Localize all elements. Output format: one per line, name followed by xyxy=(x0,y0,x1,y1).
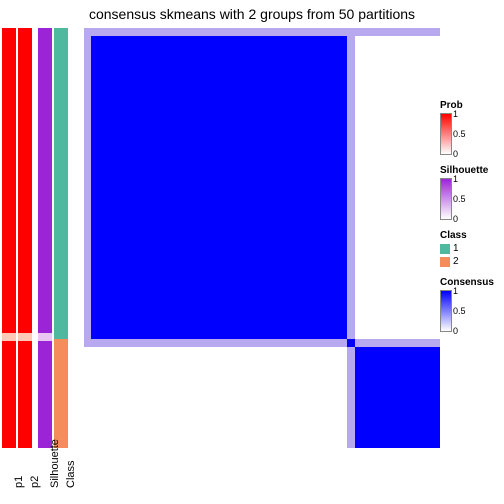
heatmap-cell xyxy=(355,347,440,448)
legend-tick: 0.5 xyxy=(453,194,466,204)
heatmap-cell xyxy=(347,36,354,338)
legend-tick: 1 xyxy=(453,174,458,184)
column-labels: p1p2SilhouetteClass xyxy=(0,450,440,500)
heatmap-cell xyxy=(355,28,440,36)
legend-title: Consensus xyxy=(440,277,504,288)
track-segment xyxy=(2,341,16,448)
heatmap-cell xyxy=(355,339,440,347)
heatmap-cell xyxy=(347,28,354,36)
legend-gradient: 10.50 xyxy=(440,113,452,155)
track-segment xyxy=(18,28,32,333)
legend-tick: 0 xyxy=(453,326,458,336)
legend-swatch xyxy=(440,257,450,267)
track-segment xyxy=(38,28,52,333)
legend-silhouette: Silhouette 10.50 xyxy=(440,165,504,220)
heatmap-cell xyxy=(84,347,91,448)
legend-swatch-label: 2 xyxy=(453,256,459,267)
track-segment xyxy=(2,333,16,341)
legend-title: Silhouette xyxy=(440,165,504,176)
heatmap-cell xyxy=(91,347,347,448)
track-label-p1: p1 xyxy=(13,476,25,488)
legend-swatch-label: 1 xyxy=(453,243,459,254)
legend-class-item: 1 xyxy=(440,243,504,254)
track-class xyxy=(54,28,68,448)
track-label-class: Class xyxy=(65,460,77,488)
legend-consensus: Consensus 10.50 xyxy=(440,277,504,332)
track-segment xyxy=(18,333,32,341)
heatmap-cell xyxy=(84,28,91,36)
heatmap-cell xyxy=(347,339,354,347)
plot-area xyxy=(0,28,440,448)
track-segment xyxy=(2,28,16,333)
legend-tick: 1 xyxy=(453,286,458,296)
heatmap-cell xyxy=(91,339,347,347)
heatmap-cell xyxy=(91,36,347,338)
heatmap-cell xyxy=(91,28,347,36)
track-label-p2: p2 xyxy=(29,476,41,488)
track-segment xyxy=(54,339,68,448)
legend-swatch xyxy=(440,244,450,254)
legend-class: Class 1 2 xyxy=(440,230,504,267)
legend-title: Prob xyxy=(440,100,504,111)
track-segment xyxy=(38,333,52,341)
heatmap-cell xyxy=(84,339,91,347)
legend-tick: 0.5 xyxy=(453,306,466,316)
legend-title: Class xyxy=(440,230,504,241)
consensus-heatmap xyxy=(84,28,440,448)
track-segment xyxy=(38,341,52,448)
legend-tick: 0 xyxy=(453,149,458,159)
legend-tick: 0.5 xyxy=(453,129,466,139)
track-p2 xyxy=(18,28,32,448)
track-segment xyxy=(54,28,68,339)
track-label-silhouette: Silhouette xyxy=(49,439,61,488)
chart-title: consensus skmeans with 2 groups from 50 … xyxy=(0,0,504,22)
legend-class-item: 2 xyxy=(440,256,504,267)
legend-gradient: 10.50 xyxy=(440,290,452,332)
heatmap-cell xyxy=(347,347,354,448)
legend-gradient: 10.50 xyxy=(440,178,452,220)
legends-panel: Prob10.50Silhouette10.50Class12Consensus… xyxy=(440,100,504,342)
track-segment xyxy=(18,341,32,448)
legend-tick: 0 xyxy=(453,214,458,224)
track-silhouette xyxy=(38,28,52,448)
legend-tick: 1 xyxy=(453,109,458,119)
heatmap-cell xyxy=(84,36,91,338)
track-p1 xyxy=(2,28,16,448)
heatmap-cell xyxy=(355,36,440,338)
legend-prob: Prob 10.50 xyxy=(440,100,504,155)
